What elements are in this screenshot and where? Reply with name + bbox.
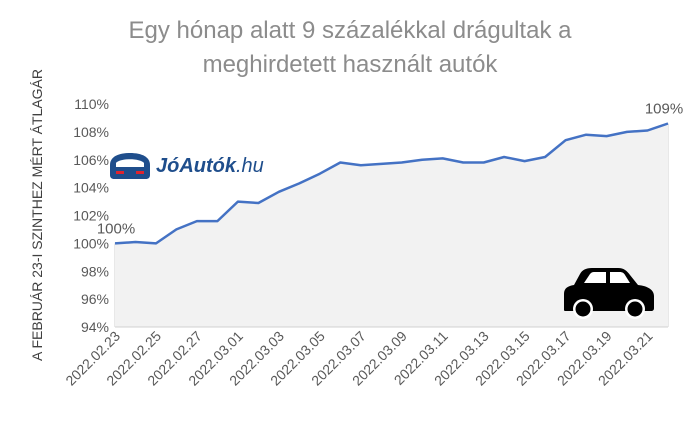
chart-title-line-1: Egy hónap alatt 9 százalékkal drágultak … [129,17,573,44]
y-tick-label: 96% [81,291,109,307]
y-tick-label: 110% [74,96,109,112]
y-tick-label: 104% [73,180,109,196]
chart-title-line-2: meghirdetett használt autók [203,51,499,78]
y-axis: 94% 96% 98% 100% 102% 104% 106% 108% 110% [73,96,109,335]
joautok-logo: JóAutók.hu [110,153,264,179]
plot-area [114,122,669,328]
data-label: 100% [97,220,135,237]
y-tick-label: 98% [81,263,109,279]
x-axis: 2022.02.232022.02.252022.02.272022.03.01… [62,328,656,389]
y-tick-label: 102% [73,208,109,224]
y-tick-label: 100% [73,235,109,251]
logo-car-icon [110,153,150,179]
car-icon [564,268,654,319]
data-label: 109% [645,101,683,118]
y-tick-label: 106% [73,152,109,168]
y-tick-label: 94% [81,319,109,335]
series-line [114,122,669,245]
y-tick-label: 108% [73,124,109,140]
area-fill [115,123,668,327]
logo-brand-main: JóAutók [156,155,237,177]
logo-text: JóAutók.hu [156,155,264,177]
y-axis-label: A FEBRUÁR 23-I SZINTHEZ MÉRT ÁTLAGÁR [29,69,45,361]
annotations: 100% 109% [97,101,683,238]
logo-brand-sub: .hu [236,155,264,177]
